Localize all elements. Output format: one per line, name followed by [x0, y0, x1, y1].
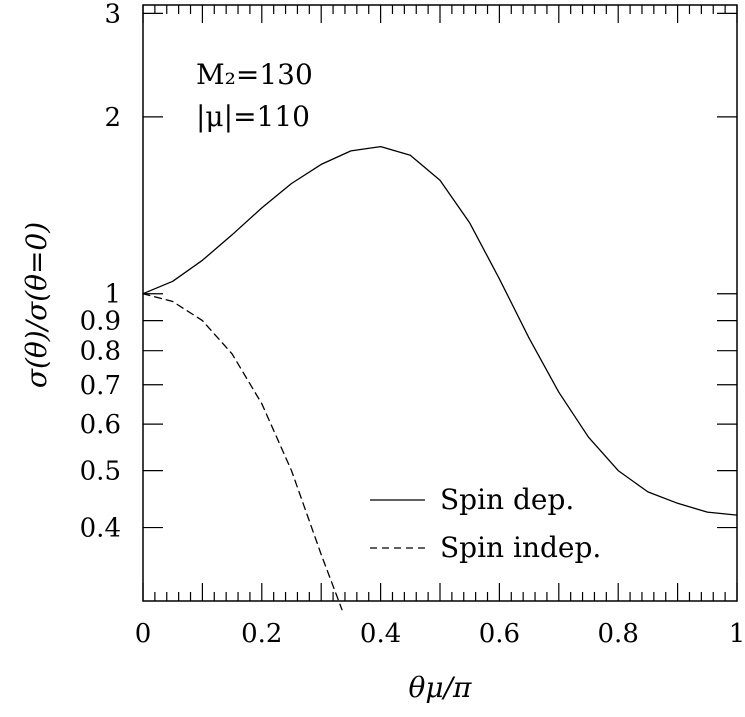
- axis-ticks: [142, 5, 738, 601]
- y-tick-label: 0.6: [80, 410, 121, 440]
- legend-label-spin-dep: Spin dep.: [440, 483, 574, 516]
- y-tick-label: 0.7: [80, 371, 121, 401]
- series-layer: [142, 145, 738, 611]
- x-axis-title: θμ/π: [409, 671, 472, 704]
- legend: Spin dep. Spin indep.: [370, 483, 601, 564]
- annotation-m2: M₂=130: [196, 58, 313, 91]
- y-tick-label: 3: [104, 0, 121, 29]
- x-tick-label: 0.4: [360, 619, 401, 649]
- y-tick-label: 0.9: [80, 307, 121, 337]
- y-axis-title: σ(θ)/σ(θ=0): [20, 222, 53, 388]
- y-tick-label: 1: [104, 280, 121, 310]
- annotation-mu: |μ|=110: [196, 100, 310, 133]
- legend-label-spin-indep: Spin indep.: [440, 531, 601, 564]
- y-tick-label: 0.8: [80, 337, 121, 367]
- series-line-spin-dep: [142, 145, 738, 516]
- y-tick-label: 2: [104, 103, 121, 133]
- y-tick-label: 0.4: [80, 514, 121, 544]
- x-tick-label: 1: [729, 619, 745, 649]
- series-line-spin-indep: [142, 293, 343, 611]
- x-tick-label: 0.6: [479, 619, 520, 649]
- y-tick-label: 0.5: [80, 457, 121, 487]
- x-tick-label: 0.8: [598, 619, 639, 649]
- x-tick-label: 0: [135, 619, 152, 649]
- x-tick-label: 0.2: [241, 619, 282, 649]
